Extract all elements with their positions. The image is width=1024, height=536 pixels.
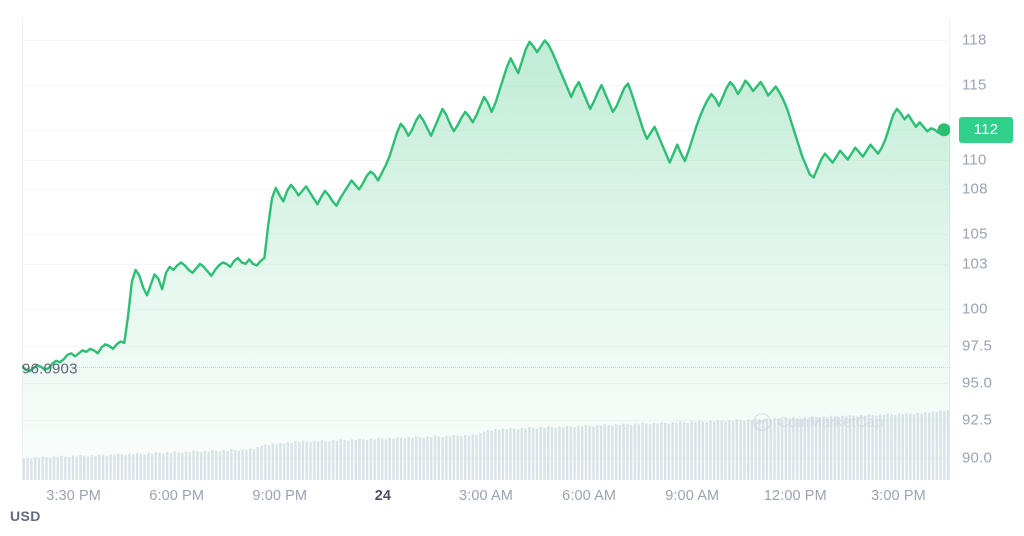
- price-area-fill: [22, 40, 950, 480]
- current-price-marker: [937, 123, 950, 137]
- y-axis-tick: 105: [962, 225, 988, 243]
- y-axis-tick: 100: [962, 300, 988, 318]
- price-line-series: [22, 39, 950, 480]
- currency-label: USD: [10, 508, 41, 524]
- y-axis: 118 115 112 110 108 105 103 100 97.5 95.0 92.5 90.0: [959, 0, 1024, 536]
- x-axis-tick: 3:00 AM: [459, 488, 513, 504]
- x-axis-tick: 6:00 PM: [149, 488, 205, 504]
- x-axis-tick: 12:00 PM: [763, 488, 827, 504]
- y-axis-tick: 118: [962, 31, 987, 49]
- plot-left-border: [22, 18, 23, 480]
- x-axis-tick: 9:00 AM: [665, 488, 720, 504]
- x-axis: 3:30 PM 6:00 PM 9:00 PM 24 3:00 AM 6:00 AM 9:0…: [0, 488, 1024, 518]
- low-price-annotation: 96.0903: [22, 360, 78, 378]
- current-price-badge: 112: [959, 116, 1013, 143]
- chart-plot-area[interactable]: [22, 18, 950, 480]
- gridline: [22, 40, 950, 42]
- y-axis-tick: 115: [962, 76, 987, 94]
- x-axis-tick: 6:00 AM: [562, 488, 617, 504]
- y-axis-tick: 90.0: [962, 449, 992, 467]
- x-axis-tick: 9:00 PM: [252, 488, 308, 504]
- y-axis-tick: 110: [962, 151, 987, 169]
- x-axis-tick: 24: [374, 488, 392, 504]
- y-axis-tick: 108: [962, 180, 988, 198]
- gridline: [22, 85, 950, 87]
- price-line: [22, 39, 950, 373]
- y-axis-tick: 97.5: [962, 337, 992, 355]
- y-axis-tick: 103: [962, 255, 988, 273]
- x-axis-tick: 3:30 PM: [46, 488, 101, 504]
- y-axis-tick: 92.5: [962, 411, 992, 429]
- x-axis-tick: 3:00 PM: [871, 488, 926, 504]
- y-axis-tick: 95.0: [962, 374, 992, 392]
